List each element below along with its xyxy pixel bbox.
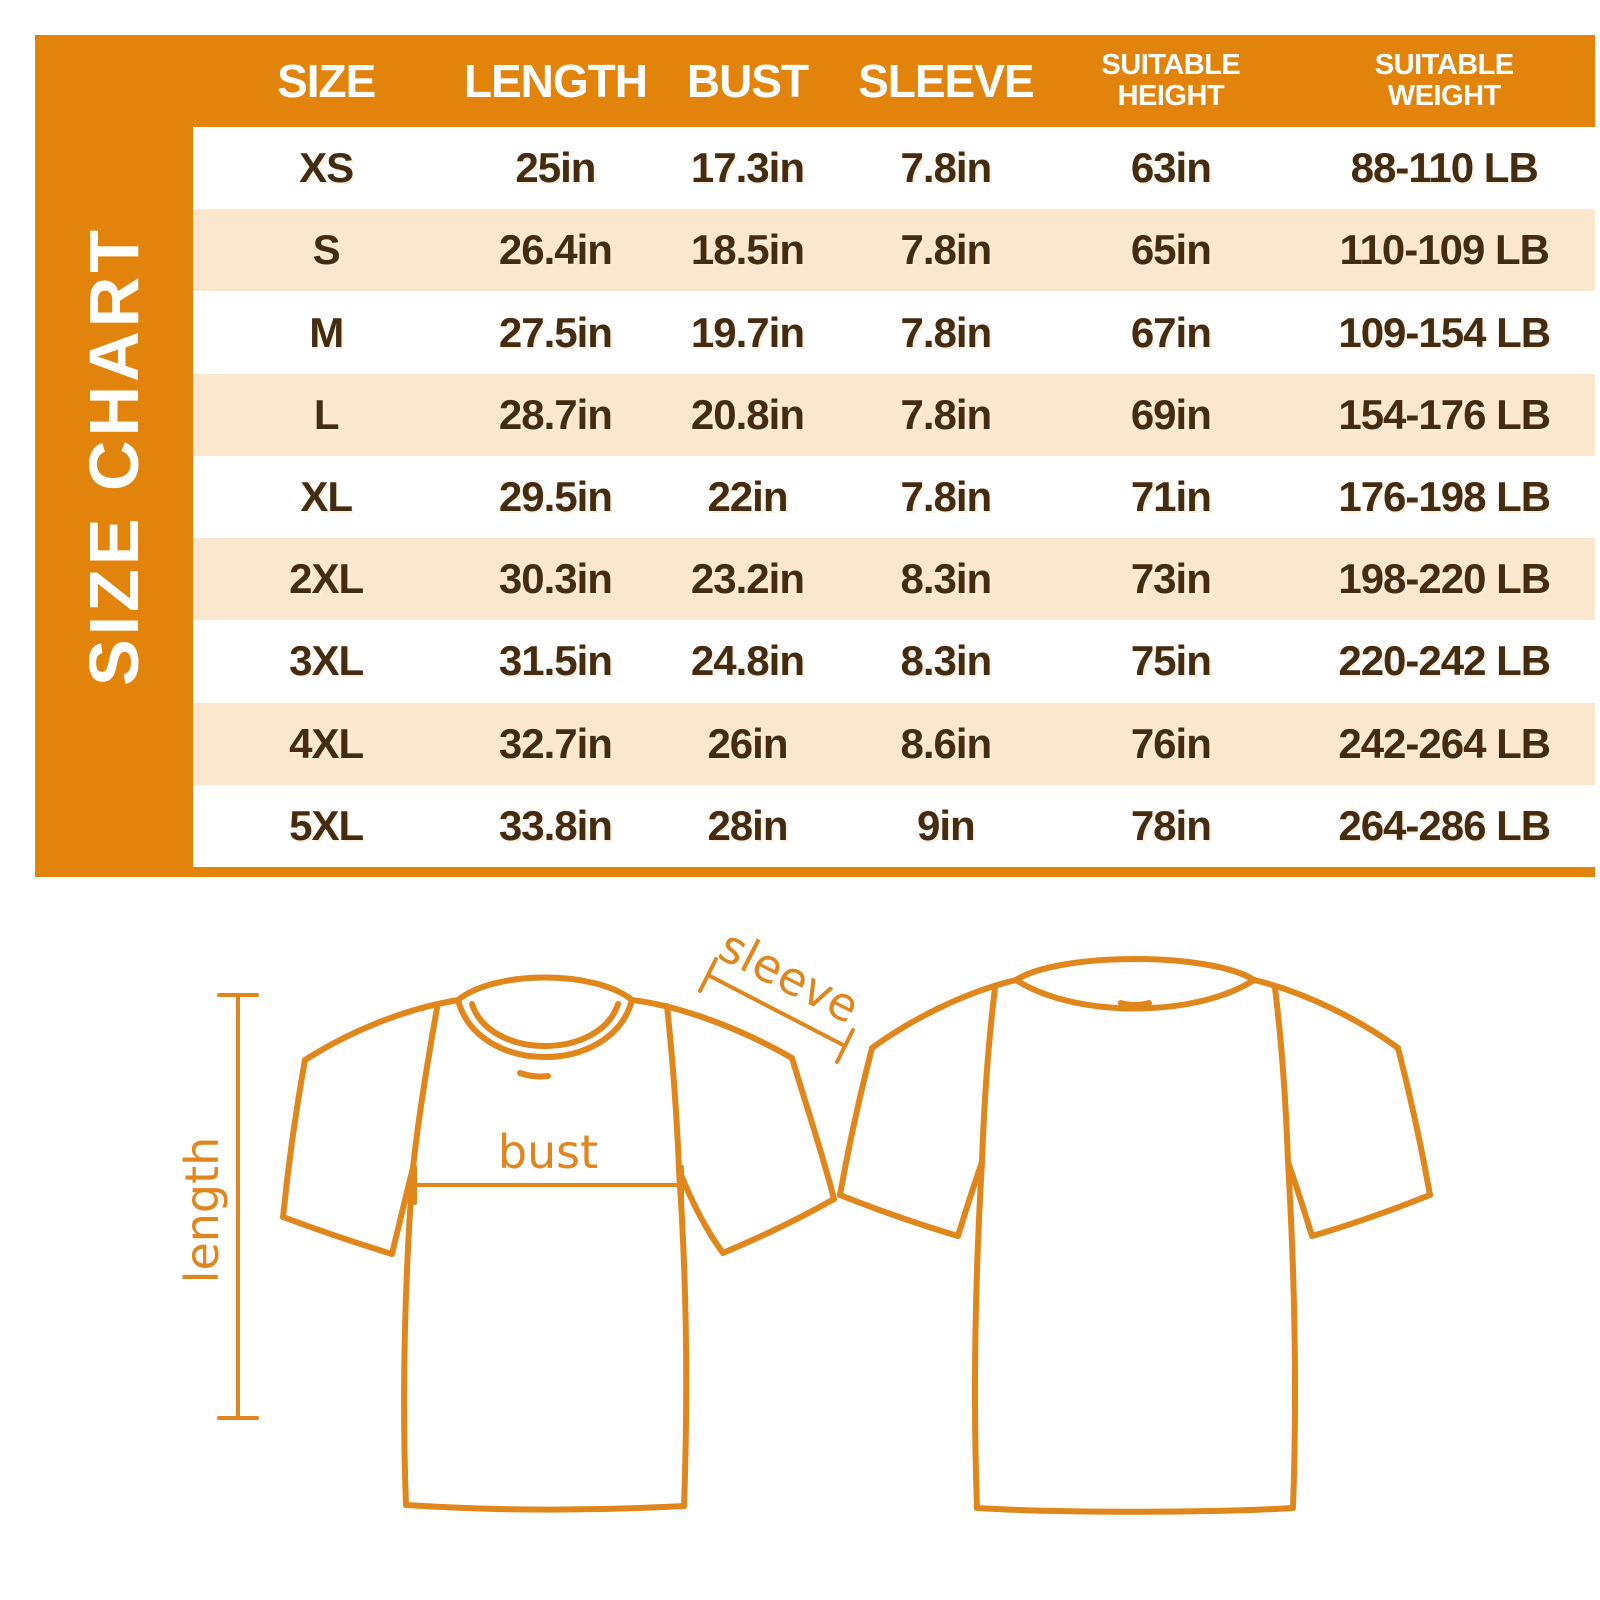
size-chart-title: SIZE CHART bbox=[35, 35, 193, 877]
cell-bust: 28in bbox=[707, 801, 788, 849]
cell-size: XS bbox=[299, 144, 354, 192]
cell-sleeve: 9in bbox=[917, 801, 976, 849]
cell-height: 78in bbox=[1130, 801, 1212, 849]
cell-weight: 176-198 LB bbox=[1338, 472, 1551, 520]
cell-weight: 220-242 LB bbox=[1338, 637, 1551, 685]
cell-size: 2XL bbox=[289, 555, 364, 603]
cell-height: 71in bbox=[1130, 472, 1212, 520]
cell-length: 30.3in bbox=[498, 555, 613, 603]
cell-sleeve: 7.8in bbox=[900, 226, 992, 274]
cell-length: 29.5in bbox=[498, 472, 613, 520]
cell-sleeve: 7.8in bbox=[900, 144, 992, 192]
size-chart-title-text: SIZE CHART bbox=[75, 226, 153, 686]
cell-height: 76in bbox=[1130, 719, 1212, 767]
size-chart-table: SIZE CHART SIZE LENGTH BUST SLEEVE SUITA… bbox=[35, 35, 1595, 877]
cell-weight: 242-264 LB bbox=[1338, 719, 1551, 767]
cell-sleeve: 8.6in bbox=[900, 719, 992, 767]
cell-bust: 23.2in bbox=[690, 555, 805, 603]
table-row: 5XL 33.8in 28in 9in 78in 264-286 LB bbox=[193, 785, 1595, 867]
cell-size: XL bbox=[300, 472, 353, 520]
bust-label: bust bbox=[498, 1125, 598, 1179]
table-row: XS 25in 17.3in 7.8in 63in 88-110 LB bbox=[193, 127, 1595, 209]
table-row: XL 29.5in 22in 7.8in 71in 176-198 LB bbox=[193, 456, 1595, 538]
column-header-sleeve: SLEEVE bbox=[858, 55, 1035, 107]
cell-bust: 17.3in bbox=[690, 144, 805, 192]
cell-weight: 110-109 LB bbox=[1339, 226, 1550, 274]
table-header-row: SIZE LENGTH BUST SLEEVE SUITABLE HEIGHT … bbox=[193, 35, 1595, 127]
cell-bust: 18.5in bbox=[690, 226, 805, 274]
length-measure-line bbox=[217, 993, 259, 1420]
cell-size: M bbox=[309, 308, 344, 356]
cell-length: 25in bbox=[515, 144, 596, 192]
table-row: 2XL 30.3in 23.2in 8.3in 73in 198-220 LB bbox=[193, 538, 1595, 621]
cell-sleeve: 8.3in bbox=[900, 555, 992, 603]
cell-length: 32.7in bbox=[498, 719, 613, 767]
sleeve-measure-line bbox=[698, 957, 855, 1064]
back-shirt-outline bbox=[837, 956, 1433, 1515]
cell-weight: 264-286 LB bbox=[1338, 801, 1551, 849]
table-row: L 28.7in 20.8in 7.8in 69in 154-176 LB bbox=[193, 373, 1595, 456]
cell-size: 3XL bbox=[289, 637, 364, 685]
table-row: S 26.4in 18.5in 7.8in 65in 110-109 LB bbox=[193, 209, 1595, 292]
column-header-bust: BUST bbox=[686, 55, 809, 107]
column-header-suitable-weight: SUITABLE WEIGHT bbox=[1374, 48, 1514, 112]
cell-weight: 109-154 LB bbox=[1338, 308, 1551, 356]
table-row: M 27.5in 19.7in 7.8in 67in 109-154 LB bbox=[193, 291, 1595, 373]
cell-size: 4XL bbox=[289, 719, 364, 767]
length-label: length bbox=[175, 1137, 229, 1284]
table-body: XS 25in 17.3in 7.8in 63in 88-110 LB S 26… bbox=[193, 127, 1595, 867]
cell-height: 69in bbox=[1130, 390, 1212, 438]
table-row: 3XL 31.5in 24.8in 8.3in 75in 220-242 LB bbox=[193, 620, 1595, 702]
cell-length: 33.8in bbox=[498, 801, 613, 849]
cell-weight: 88-110 LB bbox=[1350, 144, 1539, 192]
cell-weight: 198-220 LB bbox=[1338, 555, 1551, 603]
tshirt-measurement-diagram: length bust sleeve bbox=[175, 918, 1433, 1515]
cell-size: S bbox=[312, 226, 341, 274]
cell-length: 28.7in bbox=[498, 390, 613, 438]
cell-sleeve: 8.3in bbox=[900, 637, 992, 685]
cell-bust: 22in bbox=[707, 472, 788, 520]
cell-bust: 19.7in bbox=[690, 308, 805, 356]
cell-sleeve: 7.8in bbox=[900, 308, 992, 356]
cell-size: 5XL bbox=[289, 801, 364, 849]
cell-sleeve: 7.8in bbox=[900, 472, 992, 520]
cell-height: 73in bbox=[1130, 555, 1212, 603]
cell-height: 67in bbox=[1130, 308, 1212, 356]
cell-sleeve: 7.8in bbox=[900, 390, 992, 438]
cell-weight: 154-176 LB bbox=[1338, 390, 1551, 438]
table-row: 4XL 32.7in 26in 8.6in 76in 242-264 LB bbox=[193, 702, 1595, 785]
cell-height: 63in bbox=[1130, 144, 1212, 192]
cell-length: 26.4in bbox=[498, 226, 613, 274]
column-header-length: LENGTH bbox=[463, 55, 648, 107]
cell-bust: 20.8in bbox=[690, 390, 805, 438]
column-header-size: SIZE bbox=[277, 55, 376, 107]
front-shirt-outline bbox=[280, 974, 837, 1513]
cell-length: 27.5in bbox=[498, 308, 613, 356]
cell-length: 31.5in bbox=[498, 637, 613, 685]
cell-height: 75in bbox=[1130, 637, 1212, 685]
bust-measure-line bbox=[413, 1165, 684, 1205]
cell-size: L bbox=[313, 390, 340, 438]
cell-bust: 24.8in bbox=[690, 637, 805, 685]
column-header-suitable-height: SUITABLE HEIGHT bbox=[1101, 48, 1241, 112]
cell-height: 65in bbox=[1130, 226, 1212, 274]
cell-bust: 26in bbox=[707, 719, 788, 767]
